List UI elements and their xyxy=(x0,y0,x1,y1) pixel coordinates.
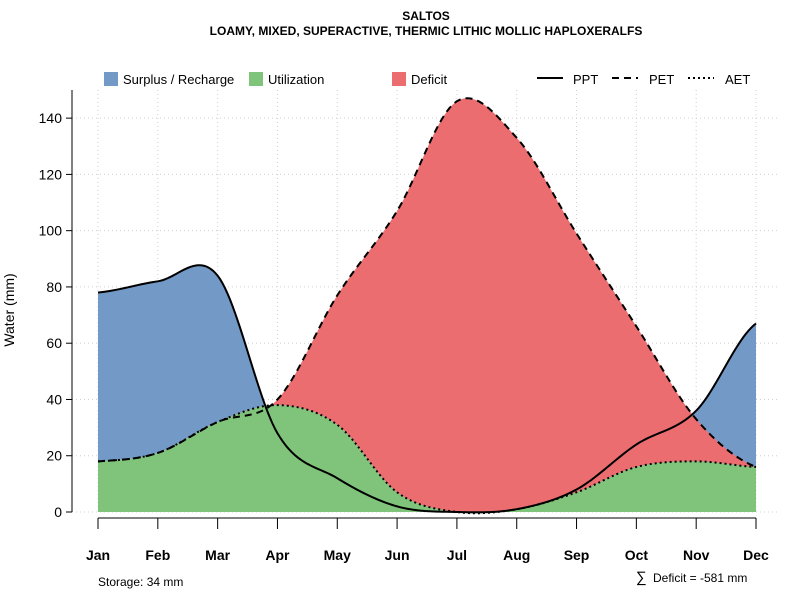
y-tick-label-5: 100 xyxy=(39,223,63,239)
y-tick-label-3: 60 xyxy=(46,335,62,351)
legend-label-pet: PET xyxy=(649,72,674,87)
legend-swatch-surplus xyxy=(104,72,118,86)
storage-note: Storage: 34 mm xyxy=(98,575,183,589)
y-tick-label-0: 0 xyxy=(54,504,62,520)
x-tick-label-nov: Nov xyxy=(683,547,710,563)
y-tick-label-4: 80 xyxy=(46,279,62,295)
x-tick-label-apr: Apr xyxy=(265,547,290,563)
y-tick-label-7: 140 xyxy=(39,110,63,126)
aet-line xyxy=(97,404,757,515)
surplus-recharge-area xyxy=(98,265,756,514)
legend-label-surplus: Surplus / Recharge xyxy=(123,72,234,87)
utilization-area xyxy=(98,405,756,514)
x-tick-label-sep: Sep xyxy=(564,547,590,563)
x-tick-label-feb: Feb xyxy=(145,547,170,563)
y-tick-label-1: 20 xyxy=(46,448,62,464)
x-tick-label-oct: Oct xyxy=(625,547,649,563)
x-tick-label-aug: Aug xyxy=(503,547,530,563)
chart-subtitle: LOAMY, MIXED, SUPERACTIVE, THERMIC LITHI… xyxy=(210,24,643,38)
areas xyxy=(98,98,756,514)
x-tick-label-dec: Dec xyxy=(743,547,769,563)
legend-label-aet: AET xyxy=(725,72,750,87)
legend: Surplus / Recharge Utilization Deficit P… xyxy=(104,72,750,87)
x-tick-label-jan: Jan xyxy=(86,547,110,563)
x-tick-label-jun: Jun xyxy=(385,547,410,563)
sum-icon: ∑ xyxy=(636,569,647,586)
axes: 0 20 40 60 80 100 120 140 Jan Feb Mar Apr May Jun Jul A… xyxy=(39,90,769,563)
pet-line xyxy=(97,97,757,468)
y-axis-label: Water (mm) xyxy=(1,273,17,346)
x-tick-label-mar: Mar xyxy=(205,547,230,563)
series-lines xyxy=(97,97,757,515)
legend-swatch-deficit xyxy=(392,72,406,86)
y-tick-label-6: 120 xyxy=(39,166,63,182)
legend-label-utilization: Utilization xyxy=(268,72,324,87)
x-tick-label-may: May xyxy=(324,547,351,563)
deficit-note: Deficit = -581 mm xyxy=(653,571,747,585)
legend-swatch-utilization xyxy=(249,72,263,86)
y-tick-label-2: 40 xyxy=(46,391,62,407)
x-tick-label-jul: Jul xyxy=(447,547,467,563)
legend-label-deficit: Deficit xyxy=(411,72,448,87)
legend-label-ppt: PPT xyxy=(573,72,598,87)
chart-title: SALTOS xyxy=(402,9,450,23)
ppt-line xyxy=(97,264,757,514)
